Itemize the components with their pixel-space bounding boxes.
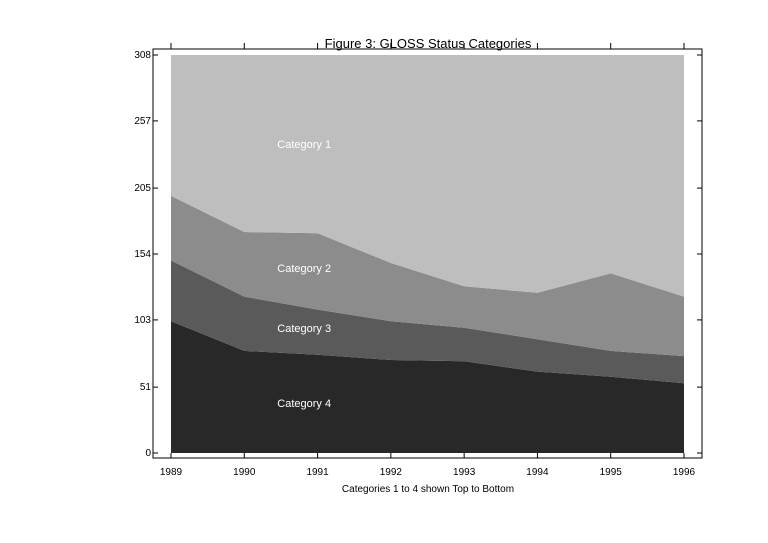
y-tick-label: 257 [134, 116, 151, 127]
y-tick-label: 205 [134, 183, 151, 194]
category-labels: Category 4 Category 3 Category 2 Category 1 [277, 139, 331, 410]
area-category-4 [171, 321, 684, 453]
chart-title: Figure 3: GLOSS Status Categories [325, 36, 532, 51]
x-tick-label: 1994 [526, 467, 549, 478]
x-tick-label: 1991 [306, 467, 329, 478]
series-label-category-4: Category 4 [277, 398, 331, 410]
y-tick-label: 154 [134, 249, 151, 260]
y-tick-label: 51 [140, 382, 152, 393]
area-category-1 [171, 55, 684, 297]
x-tick-label: 1995 [600, 467, 623, 478]
y-tick-label: 0 [145, 448, 151, 459]
area-layers [171, 55, 684, 453]
area-category-2 [171, 195, 684, 357]
x-tick-label: 1989 [160, 467, 183, 478]
area-category-3 [171, 260, 684, 384]
series-label-category-3: Category 3 [277, 323, 331, 335]
y-tick-label: 308 [134, 50, 151, 61]
series-label-category-1: Category 1 [277, 139, 331, 151]
x-tick-label: 1996 [673, 467, 696, 478]
x-tick-label: 1990 [233, 467, 256, 478]
x-tick-label: 1992 [380, 467, 403, 478]
x-tick-label: 1993 [453, 467, 476, 478]
axis-ticks: 0 51 103 154 205 257 308 1989 1990 1991 1992 1993 19… [134, 43, 702, 478]
series-label-category-2: Category 2 [277, 263, 331, 275]
y-tick-label: 103 [134, 315, 151, 326]
x-axis-label: Categories 1 to 4 shown Top to Bottom [342, 484, 514, 495]
